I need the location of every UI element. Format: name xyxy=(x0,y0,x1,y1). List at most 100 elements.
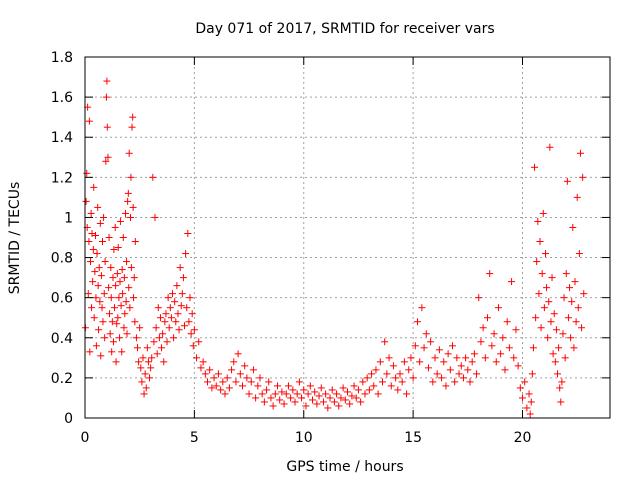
data-point xyxy=(298,394,306,402)
data-point xyxy=(545,298,553,306)
data-point xyxy=(510,354,518,362)
data-point xyxy=(156,314,164,322)
data-point xyxy=(236,370,244,378)
data-point xyxy=(396,370,404,378)
data-point xyxy=(111,223,119,231)
data-point xyxy=(422,330,430,338)
data-point xyxy=(111,304,119,312)
data-point xyxy=(204,378,211,386)
data-point xyxy=(309,396,316,404)
data-point xyxy=(503,318,511,326)
data-point xyxy=(150,338,158,346)
data-point xyxy=(91,268,99,276)
data-point xyxy=(269,402,277,410)
data-point xyxy=(109,338,117,346)
data-point xyxy=(540,304,548,312)
data-point xyxy=(128,123,136,131)
data-point xyxy=(372,366,380,374)
data-point xyxy=(548,274,556,282)
data-point xyxy=(108,318,116,326)
data-point xyxy=(219,378,227,386)
data-point xyxy=(127,173,135,181)
data-point xyxy=(105,234,113,241)
data-point xyxy=(118,348,126,356)
data-point xyxy=(129,203,137,211)
data-point xyxy=(330,398,338,406)
data-point xyxy=(335,402,343,410)
data-point xyxy=(418,304,426,312)
data-point xyxy=(186,294,194,302)
data-point xyxy=(158,344,166,352)
data-point xyxy=(494,304,502,312)
data-point xyxy=(160,358,168,366)
data-point xyxy=(572,318,580,326)
data-point xyxy=(567,334,575,342)
data-point xyxy=(287,394,295,402)
data-point xyxy=(117,302,125,310)
data-point xyxy=(89,278,97,286)
y-tick-label: 1.2 xyxy=(51,170,73,186)
data-point xyxy=(427,338,435,346)
data-point xyxy=(409,374,417,382)
data-point xyxy=(578,324,586,332)
data-point xyxy=(112,358,120,366)
data-point xyxy=(166,304,174,312)
data-point xyxy=(576,149,584,157)
data-point xyxy=(106,330,114,338)
data-point xyxy=(357,398,365,406)
data-point xyxy=(416,358,424,366)
data-point xyxy=(125,284,133,292)
data-point xyxy=(103,77,111,85)
data-point xyxy=(466,378,474,386)
data-point xyxy=(241,362,249,370)
data-point xyxy=(234,350,242,358)
data-point xyxy=(354,386,362,394)
data-point xyxy=(563,177,571,185)
data-point xyxy=(132,334,140,342)
data-point xyxy=(282,390,290,398)
data-point xyxy=(350,382,358,390)
data-point xyxy=(457,362,465,370)
data-point xyxy=(121,310,129,318)
data-point xyxy=(556,384,564,392)
data-point xyxy=(97,272,105,280)
data-point xyxy=(254,382,262,390)
data-point xyxy=(260,398,268,406)
data-point xyxy=(276,396,284,404)
data-point xyxy=(131,238,139,246)
data-point xyxy=(535,290,543,298)
y-tick-label: 1.8 xyxy=(51,50,73,66)
data-point xyxy=(569,223,577,231)
data-point xyxy=(552,326,560,334)
y-tick-label: 0.4 xyxy=(51,331,73,347)
data-point xyxy=(135,358,143,366)
data-point xyxy=(125,149,133,157)
data-point xyxy=(475,294,483,302)
data-point xyxy=(455,370,463,378)
data-point xyxy=(104,153,112,161)
data-point xyxy=(411,342,419,350)
data-point xyxy=(141,370,149,378)
data-point xyxy=(187,330,195,338)
data-point xyxy=(188,310,196,318)
data-point xyxy=(151,213,159,221)
data-point xyxy=(551,358,559,366)
x-tick-label: 0 xyxy=(81,430,90,446)
data-point xyxy=(129,113,137,121)
data-point xyxy=(291,398,299,406)
axis-ticks: 0 0.2 0.4 0.6 0.8 1 1.2 1.4 1.6 1.8 0 5 10 15 20 xyxy=(51,50,610,446)
data-point xyxy=(149,173,157,181)
y-tick-label: 1.4 xyxy=(51,130,73,146)
data-point xyxy=(549,350,557,358)
data-point xyxy=(525,390,533,398)
data-point xyxy=(333,390,341,398)
data-point xyxy=(120,274,128,282)
data-point xyxy=(328,386,336,394)
data-point xyxy=(98,304,106,312)
data-point xyxy=(154,304,162,312)
data-point xyxy=(575,250,583,258)
data-point xyxy=(230,358,238,366)
data-point xyxy=(414,318,421,326)
data-point xyxy=(403,390,411,398)
data-point xyxy=(573,193,581,201)
